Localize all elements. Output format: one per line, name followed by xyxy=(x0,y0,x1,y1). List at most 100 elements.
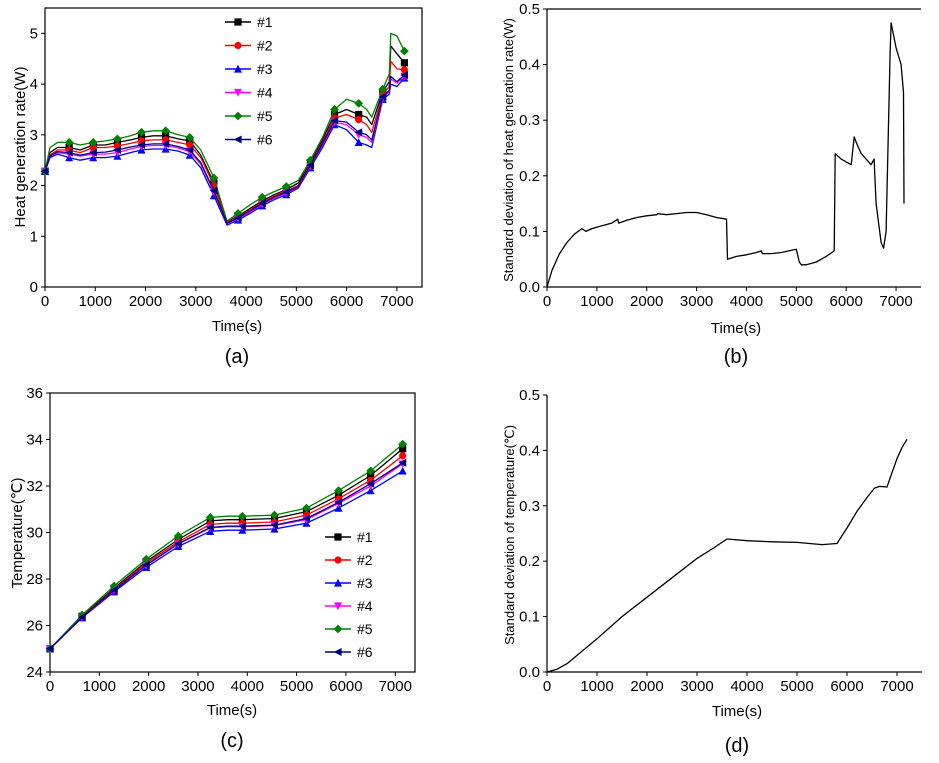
legend-marker xyxy=(234,88,242,97)
data-point xyxy=(355,110,363,119)
x-tick-label: 2000 xyxy=(630,293,663,310)
data-point xyxy=(141,561,150,570)
x-ticks-c: 0 1000 2000 3000 4000 5000 6000 7000 xyxy=(46,672,412,695)
data-point xyxy=(398,458,407,467)
panel-c-temperature: 0 1000 2000 3000 4000 5000 6000 7000 24 26 28 30 32… xyxy=(9,385,416,752)
series-line-cell-2 xyxy=(49,455,404,650)
plot-frame-a xyxy=(44,7,423,288)
legend-marker xyxy=(233,135,242,144)
legend-label: #3 xyxy=(357,575,373,591)
data-point xyxy=(354,128,363,137)
legend-marker xyxy=(333,648,342,656)
y-tick-label: 0.5 xyxy=(519,1,540,18)
x-tick-label: 6000 xyxy=(329,678,362,695)
legend-marker xyxy=(334,578,342,587)
y-tick-label: 0.4 xyxy=(519,442,540,459)
data-point xyxy=(88,138,98,147)
data-point xyxy=(45,644,54,653)
x-tick-label: 0 xyxy=(46,678,54,695)
x-tick-label: 7000 xyxy=(380,293,413,310)
data-point xyxy=(398,466,407,475)
y-ticks-a: 0 1 2 3 4 5 xyxy=(30,25,45,296)
data-point xyxy=(334,498,343,507)
data-point xyxy=(206,523,214,532)
data-point xyxy=(270,510,279,520)
x-tick-label: 1000 xyxy=(83,678,116,695)
data-point xyxy=(112,134,122,144)
x-tick-label: 3000 xyxy=(179,293,212,310)
data-point xyxy=(330,105,339,114)
series-d xyxy=(546,438,908,673)
data-point xyxy=(109,586,118,595)
legend-marker xyxy=(333,624,343,634)
x-tick-label: 3000 xyxy=(680,678,713,695)
legend-label: #6 xyxy=(257,132,273,148)
data-point xyxy=(334,486,343,496)
x-tick-label: 5000 xyxy=(280,293,313,310)
x-ticks-a: 0 1000 2000 3000 4000 5000 6000 7000 xyxy=(41,287,414,310)
data-point xyxy=(257,192,267,202)
data-point xyxy=(400,46,409,56)
y-tick-label: 4 xyxy=(30,76,38,93)
panel-label-b: (b) xyxy=(724,346,748,368)
y-tick-label: 0 xyxy=(30,279,38,296)
data-point xyxy=(89,148,97,157)
x-tick-label: 2000 xyxy=(630,678,663,695)
data-point xyxy=(40,167,49,176)
data-point xyxy=(238,522,246,531)
panel-b-std-heat-generation: 0 1000 2000 3000 4000 5000 6000 7000 0.00.10.20… xyxy=(501,1,921,368)
data-point xyxy=(233,209,243,218)
panel-label-d: (d) xyxy=(725,735,749,757)
x-tick-label: 0 xyxy=(543,293,551,310)
legend-label: #5 xyxy=(257,108,273,124)
y-axis-title-d: Standard deviation of temperature(℃) xyxy=(502,425,517,645)
data-point xyxy=(161,126,171,136)
y-tick-label: 0.0 xyxy=(519,279,540,296)
legend-marker xyxy=(334,556,342,564)
y-tick-label: 34 xyxy=(26,432,43,449)
data-point xyxy=(378,92,387,101)
y-tick-label: 0.3 xyxy=(519,112,540,129)
series-line-cell-4 xyxy=(44,76,405,225)
y-tick-label: 2 xyxy=(30,178,38,195)
y-ticks-d: 0.0 0.1 0.2 0.3 0.4 0.5 xyxy=(519,387,547,681)
legend-label: #5 xyxy=(357,621,373,637)
series-line-cell-5 xyxy=(49,443,404,650)
data-point xyxy=(367,471,375,480)
series-line-cell-1 xyxy=(49,448,404,650)
series-line-std xyxy=(546,22,905,288)
y-tick-label: 30 xyxy=(26,525,43,542)
legend-marker xyxy=(334,602,342,611)
legend-label: #4 xyxy=(357,598,373,614)
legend-label: #2 xyxy=(357,552,373,568)
data-point xyxy=(137,140,146,149)
legend-marker xyxy=(334,533,342,541)
data-point xyxy=(173,531,183,541)
x-tick-label: 6000 xyxy=(830,293,863,310)
plot-frame-b xyxy=(546,8,921,288)
y-tick-label: 26 xyxy=(26,618,43,635)
y-tick-label: 5 xyxy=(30,25,38,42)
data-point xyxy=(64,148,73,157)
x-axis-title-a: Time(s) xyxy=(212,318,262,335)
x-tick-label: 1000 xyxy=(580,678,613,695)
data-point xyxy=(330,116,339,125)
y-tick-label: 1 xyxy=(30,228,38,245)
y-ticks-b: 0.0 0.1 0.2 0.3 0.4 0.5 xyxy=(519,1,547,296)
y-tick-label: 3 xyxy=(30,127,38,144)
data-point xyxy=(270,521,279,530)
y-tick-label: 0.1 xyxy=(519,609,540,626)
y-tick-label: 0.1 xyxy=(519,223,540,240)
data-point xyxy=(185,146,194,155)
data-point xyxy=(354,138,363,147)
data-point xyxy=(137,127,146,137)
x-tick-label: 1000 xyxy=(79,293,112,310)
y-tick-label: 0.4 xyxy=(519,57,540,74)
y-ticks-c: 24 26 28 30 32 34 36 xyxy=(26,385,50,681)
data-point xyxy=(162,132,170,140)
series-a xyxy=(40,32,409,226)
panel-label-a: (a) xyxy=(225,346,249,368)
series-line-cell-6 xyxy=(49,462,404,650)
y-tick-label: 36 xyxy=(26,385,43,402)
data-point xyxy=(399,452,407,460)
